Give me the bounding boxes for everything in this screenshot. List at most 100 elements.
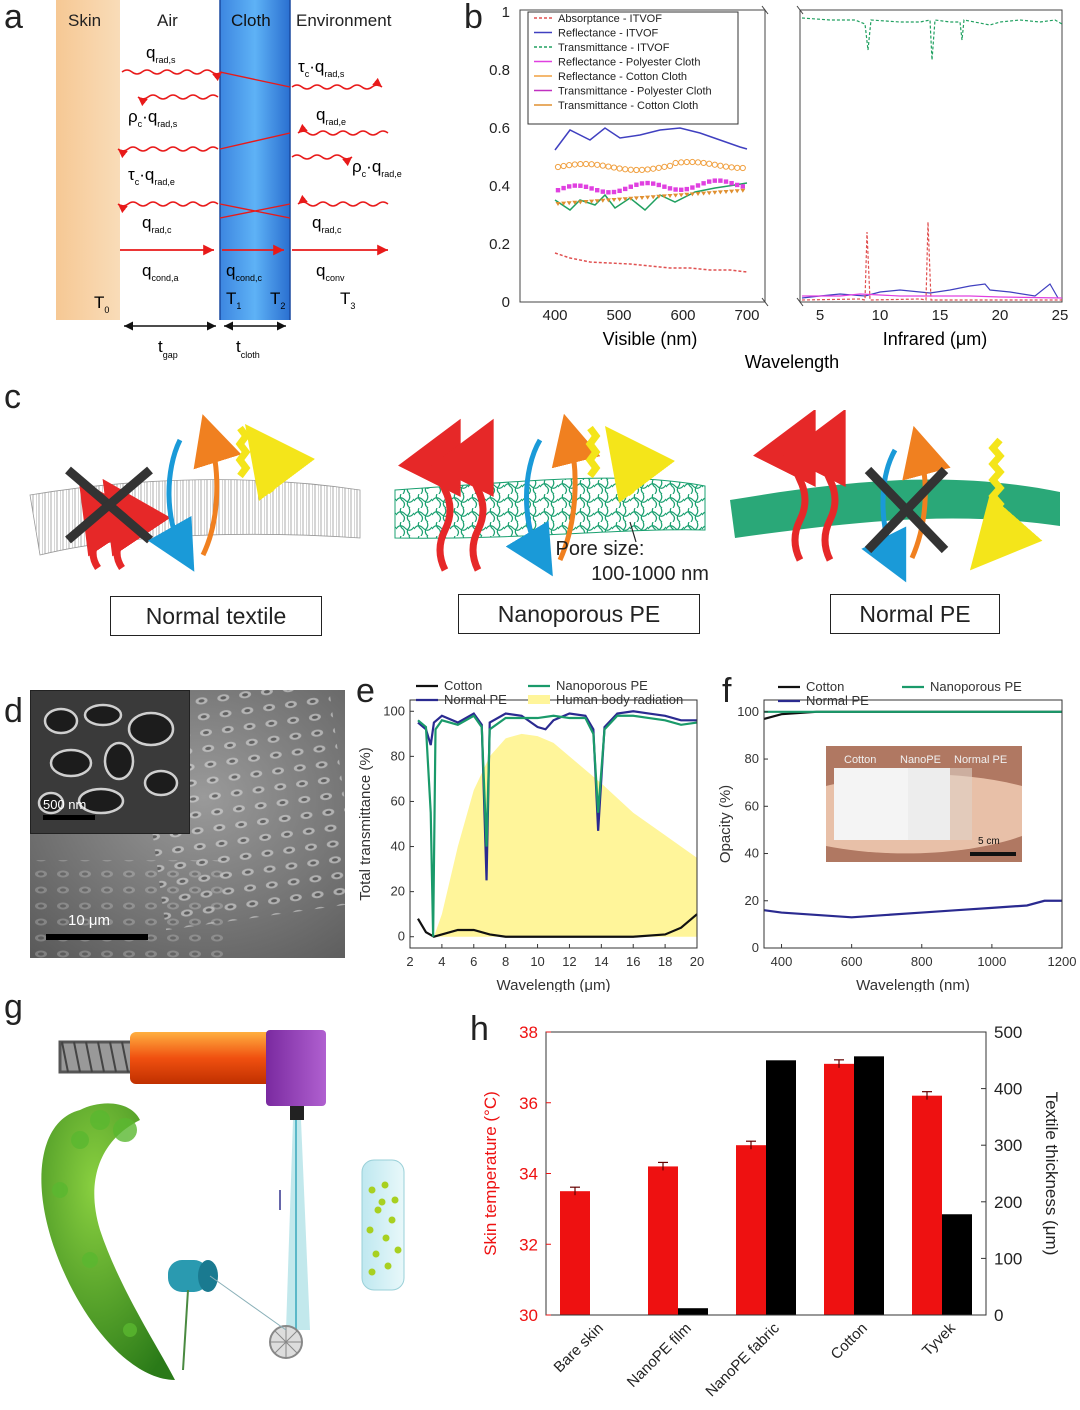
x-tick-label-5: 12 bbox=[562, 954, 576, 969]
panel-g-illustration bbox=[41, 1030, 405, 1380]
label-environment: Environment bbox=[296, 11, 392, 30]
y-tick-label-5: 100 bbox=[737, 704, 759, 719]
b-marker-cotton-trans bbox=[577, 200, 583, 205]
photo-scale-label: 5 cm bbox=[978, 836, 1000, 847]
b-marker-cotton-refl bbox=[728, 164, 735, 171]
photo-scale-bar bbox=[970, 852, 1016, 856]
b-marker-cotton-trans bbox=[650, 195, 656, 200]
legend-label-0: Cotton bbox=[444, 678, 482, 693]
b-legend-label-4: Reflectance - Cotton Cloth bbox=[558, 71, 687, 83]
y-axis-label: Total transmittance (%) bbox=[357, 747, 374, 900]
main-scale-bar bbox=[46, 934, 148, 940]
y2-tick-label-3: 300 bbox=[994, 1136, 1022, 1155]
label-cloth: Cloth bbox=[231, 11, 271, 30]
y-tick-label-3: 36 bbox=[519, 1094, 538, 1113]
y2-axis-label: Textile thickness (μm) bbox=[1042, 1092, 1061, 1256]
series-line-0 bbox=[417, 913, 698, 938]
b-marker-cotton-trans bbox=[633, 196, 639, 201]
b-marker-cotton-refl bbox=[577, 160, 584, 168]
skin-region bbox=[56, 0, 120, 320]
b-marker-poly-refl bbox=[600, 189, 605, 194]
sem-image-main: 500 nm 10 μm bbox=[30, 690, 345, 958]
sem-inset-texture bbox=[31, 691, 189, 833]
y-tick-label-4: 38 bbox=[519, 1023, 538, 1042]
y-tick-label-0: 0 bbox=[752, 940, 759, 955]
pore-label-1: Pore size: bbox=[556, 538, 645, 560]
x-tick-label-2: 800 bbox=[911, 954, 933, 969]
x-tick-label-6: 14 bbox=[594, 954, 608, 969]
b-marker-cotton-trans bbox=[645, 195, 651, 200]
b-marker-cotton-refl bbox=[722, 163, 730, 170]
b-ytick-3: 0.6 bbox=[489, 120, 510, 137]
x-axis-label: Wavelength (μm) bbox=[497, 977, 611, 992]
b-marker-cotton-trans bbox=[639, 196, 645, 200]
bar-skin-temp-2 bbox=[736, 1145, 766, 1315]
b-legend-label-2: Transmittance - ITVOF bbox=[558, 42, 670, 54]
label-air: Air bbox=[157, 11, 178, 30]
b-legend-label-5: Transmittance - Polyester Cloth bbox=[558, 86, 712, 98]
b-marker-cotton-trans bbox=[594, 199, 600, 204]
flux-left-3: qrad,c bbox=[142, 213, 172, 235]
b-marker-poly-refl bbox=[695, 183, 701, 188]
y2-tick-label-5: 500 bbox=[994, 1023, 1022, 1042]
flux-left-4: qcond,a bbox=[142, 261, 179, 283]
b-marker-cotton-refl bbox=[622, 166, 629, 173]
y-tick-label-1: 32 bbox=[519, 1235, 538, 1254]
panel-letter-a: a bbox=[4, 0, 23, 36]
b-legend-label-3: Reflectance - Polyester Cloth bbox=[558, 57, 700, 69]
panel-e-chart: 2 4 6 8 10 12 14 16 18 20 0 20 40 60 80 100 Wavelength (… bbox=[357, 678, 704, 992]
y2-tick-label-4: 400 bbox=[994, 1080, 1022, 1099]
legend-label-1: Normal PE bbox=[806, 693, 869, 708]
flux-right-2: ρc·qrad,e bbox=[352, 157, 402, 179]
photo-inset-drawing bbox=[826, 746, 1022, 862]
panel-h-chart: Bare skin NanoPE film NanoPE fabric Cotton T… bbox=[481, 1023, 1061, 1400]
b-marker-cotton-trans bbox=[611, 198, 617, 202]
panel-letter-b: b bbox=[464, 0, 483, 36]
b-ytick-0: 0 bbox=[502, 294, 510, 311]
b-marker-cotton-trans bbox=[622, 197, 628, 202]
bar-thickness-2 bbox=[766, 1060, 796, 1315]
y-tick-label-5: 100 bbox=[383, 703, 405, 718]
b-marker-poly-refl bbox=[572, 183, 577, 188]
b-marker-cotton-trans bbox=[684, 192, 690, 197]
x-axis-label: Wavelength (nm) bbox=[856, 977, 970, 992]
b-marker-cotton-trans bbox=[695, 192, 701, 196]
b-marker-poly-refl bbox=[679, 187, 684, 192]
b-marker-poly-refl bbox=[645, 180, 650, 186]
category-label-0: Bare skin bbox=[551, 1320, 607, 1376]
x-tick-label-1: 600 bbox=[841, 954, 863, 969]
b-marker-poly-refl bbox=[662, 184, 667, 189]
b-marker-poly-refl bbox=[606, 190, 611, 195]
b-marker-poly-refl bbox=[634, 182, 639, 187]
legend-label-2: Nanoporous PE bbox=[930, 679, 1022, 694]
b-marker-cotton-refl bbox=[582, 160, 590, 168]
series-line-1 bbox=[763, 899, 1062, 919]
b-marker-cotton-trans bbox=[678, 193, 684, 198]
b-marker-cotton-trans bbox=[661, 194, 667, 199]
b-xtick-ir-3: 20 bbox=[992, 307, 1009, 324]
label-normal-textile: Normal textile bbox=[110, 596, 322, 636]
category-label-2: NanoPE fabric bbox=[702, 1319, 783, 1400]
b-legend-label-6: Transmittance - Cotton Cloth bbox=[558, 100, 698, 112]
panel-letter-g: g bbox=[4, 988, 23, 1026]
y-tick-label-4: 80 bbox=[391, 748, 405, 763]
b-marker-cotton-trans bbox=[617, 197, 623, 202]
y2-tick-label-2: 200 bbox=[994, 1193, 1022, 1212]
b-marker-poly-refl bbox=[667, 186, 673, 191]
category-label-1: NanoPE film bbox=[624, 1320, 695, 1391]
temp-t3: T3 bbox=[340, 289, 355, 311]
b-marker-cotton-refl bbox=[566, 162, 573, 169]
label-normal-pe: Normal PE bbox=[830, 594, 1000, 634]
b-marker-cotton-refl bbox=[661, 163, 668, 170]
b-marker-cotton-refl bbox=[655, 164, 662, 171]
b-marker-cotton-refl bbox=[616, 165, 623, 172]
b-marker-poly-refl bbox=[673, 187, 678, 192]
b-marker-cotton-refl bbox=[554, 163, 562, 171]
bar-skin-temp-3 bbox=[824, 1063, 854, 1315]
x-tick-label-4: 10 bbox=[530, 954, 544, 969]
b-marker-cotton-refl bbox=[706, 160, 713, 167]
label-skin: Skin bbox=[68, 11, 101, 30]
photo-label-nanope: NanoPE bbox=[900, 754, 941, 766]
b-marker-cotton-trans bbox=[729, 189, 735, 194]
y-tick-label-4: 80 bbox=[745, 751, 759, 766]
